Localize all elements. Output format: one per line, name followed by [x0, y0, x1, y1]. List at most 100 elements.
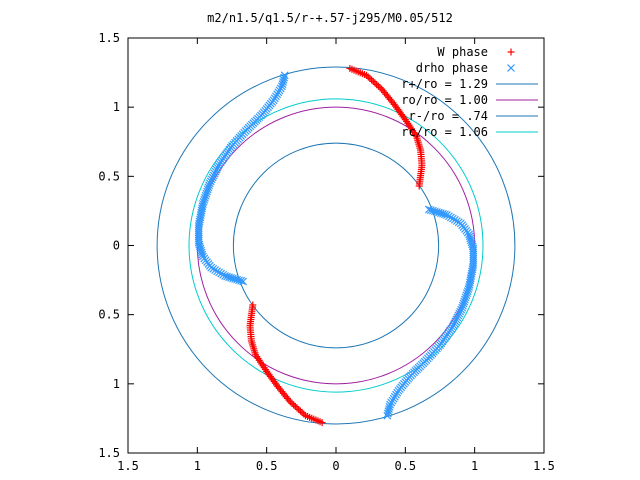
series-0-arm-0-point	[374, 82, 382, 90]
series-1-arm-1-point	[203, 187, 211, 196]
series-1-arm-1-point	[201, 193, 209, 202]
series-1-arm-1-point	[206, 177, 215, 186]
series-0-arm-1-point	[264, 369, 272, 377]
series-1-arm-0-point	[457, 305, 466, 314]
series-0-arm-1-point	[293, 404, 301, 412]
series-0-arm-0-point	[371, 79, 379, 87]
y-tick-label: 0.5	[98, 169, 120, 183]
series-1-arm-1-point	[200, 195, 209, 204]
series-1-arm-1-point	[199, 198, 208, 206]
legend-marker	[507, 48, 515, 56]
series-0-arm-0-point	[415, 182, 423, 190]
series-0-arm-0-point	[369, 77, 377, 85]
series-0-arm-1-point	[301, 412, 309, 420]
series-1-arm-0-point	[460, 297, 469, 306]
series-0-arm-0-point	[373, 81, 381, 89]
series-1-arm-1-point	[280, 71, 289, 80]
series-1-arm-0-point	[465, 283, 474, 291]
reference-circles	[156, 66, 516, 425]
legend-label: drho phase	[416, 61, 488, 75]
axis-ticks: 1.5 1 0.5 0 0.5 1 1.51.510.500.511.5	[98, 31, 555, 473]
series-1-arm-1-point	[277, 82, 286, 91]
chart-title: m2/n1.5/q1.5/r-+.57-j295/M0.05/512	[207, 11, 453, 25]
x-tick-label: 1.5	[533, 459, 555, 473]
series-1-arm-0-point	[383, 409, 392, 418]
series-1-arm-0-point	[456, 307, 465, 316]
circle-2	[232, 142, 440, 349]
series-0-arm-1-point	[249, 301, 257, 309]
series-0-arm-1-point	[288, 399, 296, 407]
x-tick-label: 1	[194, 459, 201, 473]
circle-0	[156, 66, 516, 425]
series-1-arm-1-point	[205, 181, 214, 190]
y-tick-label: 1	[113, 100, 120, 114]
series-0-arm-1-point	[295, 406, 303, 414]
series-1-arm-0-point	[385, 405, 393, 413]
series-1-arm-1-point	[278, 80, 287, 89]
series-1-arm-0-point	[453, 313, 462, 322]
series-1-arm-0-point	[454, 311, 463, 320]
legend: W phase drho phase r+/ro = 1.29 ro/ro = 1.0…	[401, 45, 538, 139]
series-1-arm-0-point	[441, 210, 449, 219]
series-1-arm-1-point	[202, 189, 211, 198]
y-tick-label: 0.5	[98, 308, 120, 322]
series-1-arm-0-point	[385, 402, 394, 411]
legend-marker	[507, 64, 515, 72]
series-1-arm-0-point	[458, 301, 467, 310]
series-0-arm-0-point	[400, 114, 408, 122]
series-1-arm-1-point	[207, 175, 216, 184]
series-1-arm-1-point	[204, 183, 213, 192]
series-1-arm-0-point	[458, 303, 467, 312]
series-1-arm-1-point	[212, 165, 221, 174]
series-1-arm-1-point	[201, 191, 210, 200]
series-1-arm-0-point	[464, 285, 473, 293]
series-1-arm-0-point	[463, 289, 471, 298]
x-tick-label: 0	[332, 459, 339, 473]
series-1-arm-1-point	[223, 272, 231, 281]
series-1-arm-0-point	[383, 411, 392, 420]
series-1-arm-0-point	[455, 309, 464, 318]
phase-points	[194, 64, 478, 427]
legend-label: W phase	[437, 45, 488, 59]
legend-label: ro/ro = 1.00	[401, 93, 488, 107]
series-1-arm-1-point	[210, 169, 219, 178]
series-1-arm-0-point	[449, 321, 458, 330]
series-0-arm-1-point	[300, 410, 308, 418]
series-0-arm-1-point	[290, 401, 298, 409]
circle-3	[188, 98, 484, 393]
series-0-arm-0-point	[364, 73, 372, 81]
x-tick-label: 0.5	[256, 459, 278, 473]
series-1-arm-0-point	[463, 287, 472, 296]
series-1-arm-1-point	[213, 163, 222, 172]
circle-1	[196, 106, 476, 385]
legend-label: r+/ro = 1.29	[401, 77, 488, 91]
series-1-arm-1-point	[209, 171, 218, 180]
series-1-arm-1-point	[279, 78, 287, 86]
series-1-arm-1-point	[198, 200, 207, 208]
series-1-arm-1-point	[211, 167, 220, 176]
series-0-arm-1-point	[298, 409, 306, 417]
series-0-arm-0-point	[363, 71, 371, 79]
y-tick-label: 0	[113, 239, 120, 253]
legend-label: r-/ro = .74	[409, 109, 488, 123]
legend-label: rc/ro = 1.06	[401, 125, 488, 139]
series-0-arm-0-point	[376, 84, 384, 92]
series-1-arm-0-point	[451, 317, 460, 326]
series-1-arm-1-point	[203, 185, 212, 194]
series-1-arm-1-point	[214, 161, 223, 170]
series-0-arm-0-point	[366, 74, 374, 82]
series-1-arm-0-point	[462, 291, 471, 300]
x-tick-label: 0.5	[394, 459, 416, 473]
y-tick-label: 1.5	[98, 446, 120, 460]
series-1-arm-0-point	[452, 315, 461, 324]
series-1-arm-1-point	[205, 179, 214, 188]
x-tick-label: 1	[471, 459, 478, 473]
series-1-arm-0-point	[450, 319, 459, 328]
series-1-arm-0-point	[461, 293, 470, 302]
series-1-arm-0-point	[459, 299, 468, 308]
series-0-arm-1-point	[291, 402, 299, 410]
series-1-arm-1-point	[280, 73, 289, 82]
series-0-arm-0-point	[368, 76, 376, 84]
y-tick-label: 1	[113, 377, 120, 391]
